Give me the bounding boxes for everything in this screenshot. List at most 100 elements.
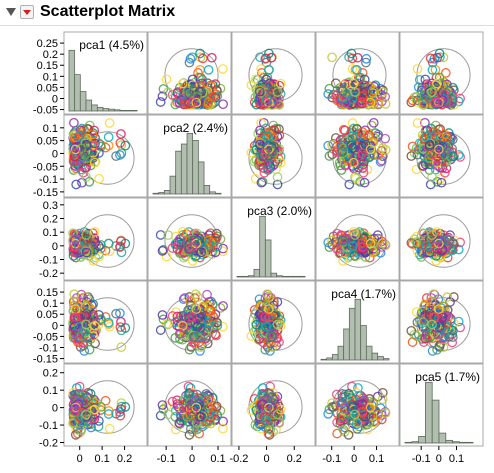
data-point	[70, 160, 81, 171]
histogram-bar	[236, 275, 244, 278]
panel-r2-c1	[63, 114, 148, 198]
histogram-bar	[158, 192, 165, 195]
data-point	[70, 148, 81, 158]
data-point	[204, 94, 215, 105]
data-point	[367, 138, 378, 148]
data-point	[264, 97, 274, 108]
data-point	[272, 87, 283, 97]
data-point	[218, 246, 228, 257]
histogram-bar	[91, 104, 98, 112]
data-point	[425, 179, 436, 190]
data-point	[412, 64, 423, 74]
data-point	[69, 143, 80, 153]
data-point	[357, 97, 368, 108]
data-point	[347, 143, 358, 153]
data-point	[418, 161, 429, 171]
histogram-bar	[180, 143, 188, 195]
data-point	[433, 97, 443, 108]
data-point	[380, 145, 391, 155]
data-point	[155, 97, 166, 107]
data-point	[441, 163, 452, 174]
histogram-bar	[175, 150, 182, 195]
panel-r2-c3	[231, 114, 316, 198]
panel-r4-c4: pca4 (1.7%)	[315, 280, 400, 364]
histogram-bar	[298, 275, 306, 278]
data-point	[338, 124, 349, 135]
panel-r1-c2	[147, 31, 232, 115]
data-point	[428, 127, 439, 137]
data-point	[447, 134, 458, 145]
x-tick-label: 0.1	[449, 453, 464, 465]
data-point	[203, 235, 214, 246]
data-point	[211, 85, 222, 95]
data-point	[338, 92, 349, 102]
y-tick-label: 0	[52, 241, 58, 253]
panel-r4-c3	[231, 280, 316, 364]
data-point	[424, 139, 435, 150]
data-point	[412, 149, 423, 160]
histogram-bar	[192, 140, 199, 195]
data-point	[191, 97, 202, 108]
data-point	[68, 251, 79, 261]
data-point	[340, 234, 351, 245]
data-point	[259, 167, 270, 178]
histogram-bar	[209, 191, 216, 195]
data-point	[418, 100, 429, 110]
histogram-bar	[242, 275, 249, 278]
data-point	[177, 78, 188, 89]
x-tick-label: 0	[436, 453, 442, 465]
data-point	[348, 157, 359, 168]
data-point	[257, 176, 268, 187]
panel-r3-c5	[399, 197, 484, 281]
data-point	[427, 65, 438, 75]
data-point	[103, 238, 114, 249]
panel-r2-c5	[399, 114, 484, 198]
histogram-bar	[102, 108, 110, 112]
data-point	[380, 133, 391, 144]
panel-r5-c5: pca5 (1.7%)	[399, 363, 484, 447]
histogram-bar	[411, 441, 419, 444]
data-point	[357, 242, 368, 252]
histogram-bar	[326, 357, 333, 361]
data-point	[361, 57, 371, 68]
disclosure-triangle-icon[interactable]	[6, 8, 16, 16]
panel-r2-c4	[315, 114, 400, 198]
data-point	[332, 141, 343, 152]
data-point	[81, 172, 91, 182]
data-point	[218, 64, 228, 74]
data-point	[327, 140, 337, 150]
data-point	[158, 84, 169, 94]
data-point	[167, 243, 178, 253]
y-tick-label: 0	[52, 148, 58, 160]
data-point	[187, 74, 198, 85]
red-triangle-menu-button[interactable]	[20, 5, 34, 19]
y-tick-label: -0.15	[33, 187, 58, 199]
data-point	[425, 53, 436, 64]
data-point	[256, 88, 267, 98]
y-tick-label: -0.2	[39, 268, 58, 280]
data-point	[337, 146, 348, 157]
data-point	[421, 131, 432, 142]
data-point	[272, 172, 283, 182]
data-point	[210, 92, 221, 103]
histogram-bar	[119, 109, 127, 112]
histogram-bar	[404, 441, 413, 444]
histogram-bar	[465, 441, 474, 444]
histogram-bar	[371, 352, 379, 361]
data-point	[157, 246, 168, 256]
data-point	[375, 156, 386, 167]
data-point	[261, 74, 272, 85]
data-point	[346, 48, 357, 59]
data-point	[455, 237, 466, 248]
panel-r3-c2	[147, 197, 232, 281]
data-point	[360, 247, 371, 258]
data-point	[357, 148, 368, 158]
data-point	[365, 238, 376, 249]
data-point	[83, 124, 94, 134]
data-point	[366, 120, 377, 131]
data-point	[430, 64, 441, 75]
y-tick-label: 0.2	[43, 214, 58, 226]
data-point	[94, 148, 104, 158]
data-point	[184, 57, 195, 68]
data-point	[441, 68, 451, 78]
